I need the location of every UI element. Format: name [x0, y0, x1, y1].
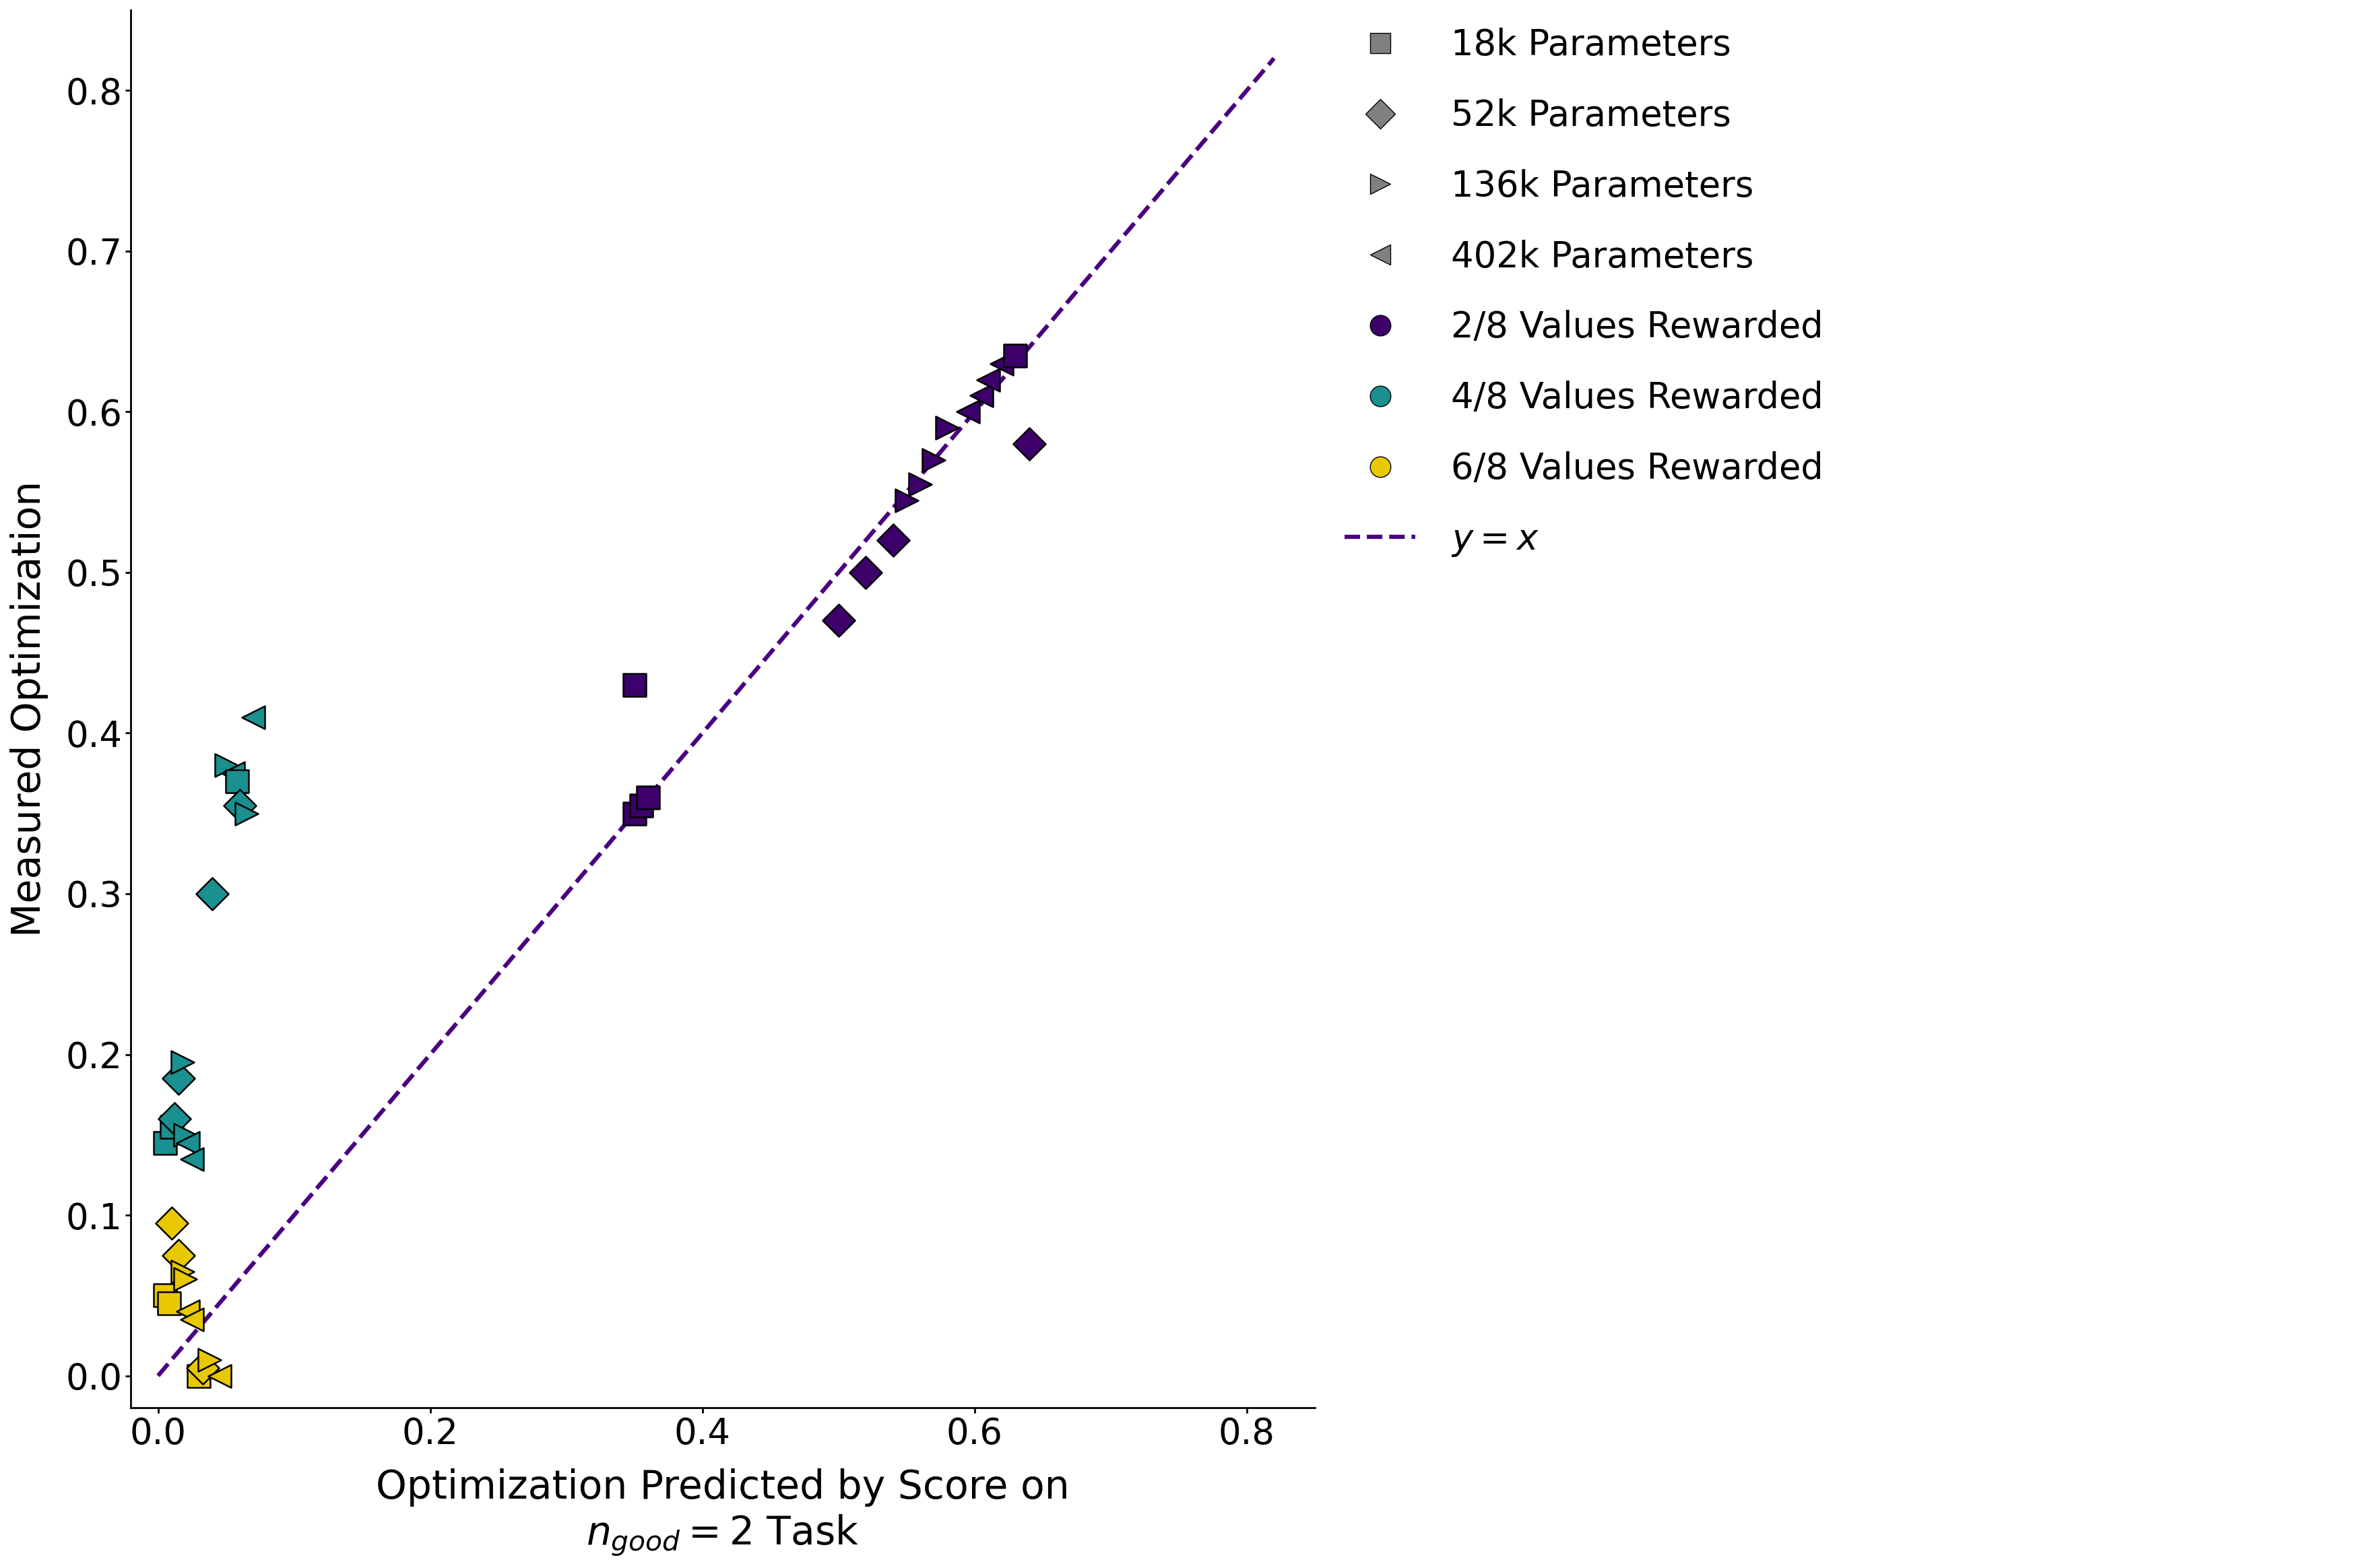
Point: [875, 528, 913, 554]
Point: [153, 1115, 191, 1140]
Point: [234, 704, 271, 729]
Point: [184, 1355, 222, 1380]
Point: [970, 367, 1007, 392]
Legend: 18k Parameters, 52k Parameters, 136k Parameters, 402k Parameters, 2/8 Values Rew: 18k Parameters, 52k Parameters, 136k Par…: [1345, 28, 1824, 558]
Point: [172, 1308, 210, 1333]
Point: [887, 488, 925, 513]
Point: [167, 1123, 205, 1148]
Point: [623, 793, 661, 818]
Point: [163, 1259, 201, 1284]
Point: [915, 447, 953, 472]
Point: [847, 560, 885, 585]
Point: [948, 400, 986, 425]
Point: [170, 1298, 208, 1323]
Point: [215, 760, 252, 786]
Point: [146, 1283, 184, 1308]
Point: [616, 801, 653, 826]
Point: [226, 801, 264, 826]
Y-axis label: Measured Optimization: Measured Optimization: [9, 481, 50, 938]
Point: [191, 1347, 229, 1372]
Point: [170, 1131, 208, 1156]
Point: [962, 383, 1000, 408]
Point: [172, 1146, 210, 1171]
Point: [901, 472, 939, 497]
Point: [167, 1267, 205, 1292]
Point: [208, 753, 245, 778]
Point: [156, 1105, 193, 1131]
Point: [995, 343, 1033, 368]
Point: [616, 673, 653, 698]
Point: [160, 1243, 198, 1269]
Point: [217, 768, 255, 793]
Point: [163, 1051, 201, 1076]
Point: [153, 1210, 191, 1236]
Point: [193, 881, 231, 906]
Point: [179, 1363, 217, 1388]
Point: [151, 1290, 189, 1316]
Point: [222, 793, 259, 818]
Point: [630, 786, 668, 811]
Point: [201, 1363, 238, 1388]
Point: [984, 351, 1021, 376]
Point: [929, 416, 967, 441]
Point: [1010, 431, 1047, 456]
Point: [819, 608, 856, 633]
X-axis label: Optimization Predicted by Score on
$n_{good} = 2$ Task: Optimization Predicted by Score on $n_{g…: [375, 1469, 1069, 1559]
Point: [160, 1066, 198, 1091]
Point: [146, 1131, 184, 1156]
